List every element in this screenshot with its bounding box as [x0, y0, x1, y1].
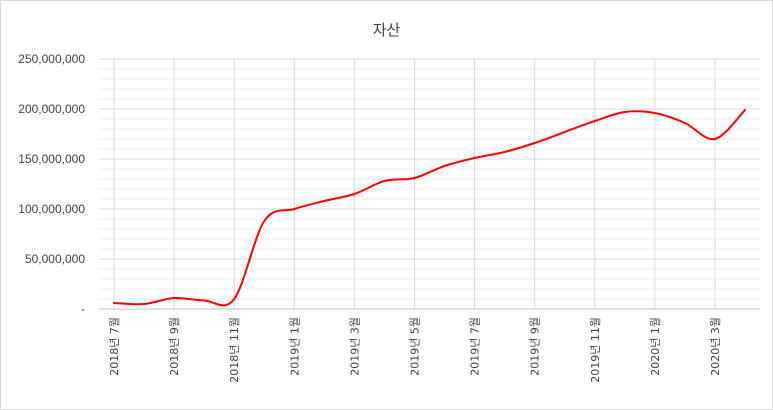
y-tick-label: -	[81, 302, 85, 316]
y-tick-label: 100,000,000	[18, 202, 85, 216]
y-tick-label: 150,000,000	[18, 152, 85, 166]
x-tick-label: 2020년 3월	[709, 317, 722, 376]
x-tick-label: 2019년 11월	[589, 317, 602, 383]
x-tick-label: 2018년 7월	[108, 317, 121, 376]
series-line	[113, 109, 746, 307]
x-tick-label: 2019년 1월	[288, 317, 301, 376]
x-tick-label: 2019년 7월	[469, 317, 482, 376]
x-tick-label: 2018년 9월	[168, 317, 181, 376]
y-tick-label: 50,000,000	[25, 252, 85, 266]
x-tick-label: 2019년 3월	[348, 317, 361, 376]
x-tick-label: 2019년 5월	[408, 317, 421, 376]
y-tick-label: 200,000,000	[18, 102, 85, 116]
x-tick-label: 2018년 11월	[228, 317, 241, 383]
x-tick-label: 2020년 1월	[649, 317, 662, 376]
y-tick-label: 250,000,000	[18, 52, 85, 66]
x-tick-label: 2019년 9월	[529, 317, 542, 376]
chart-title: 자산	[372, 21, 401, 39]
